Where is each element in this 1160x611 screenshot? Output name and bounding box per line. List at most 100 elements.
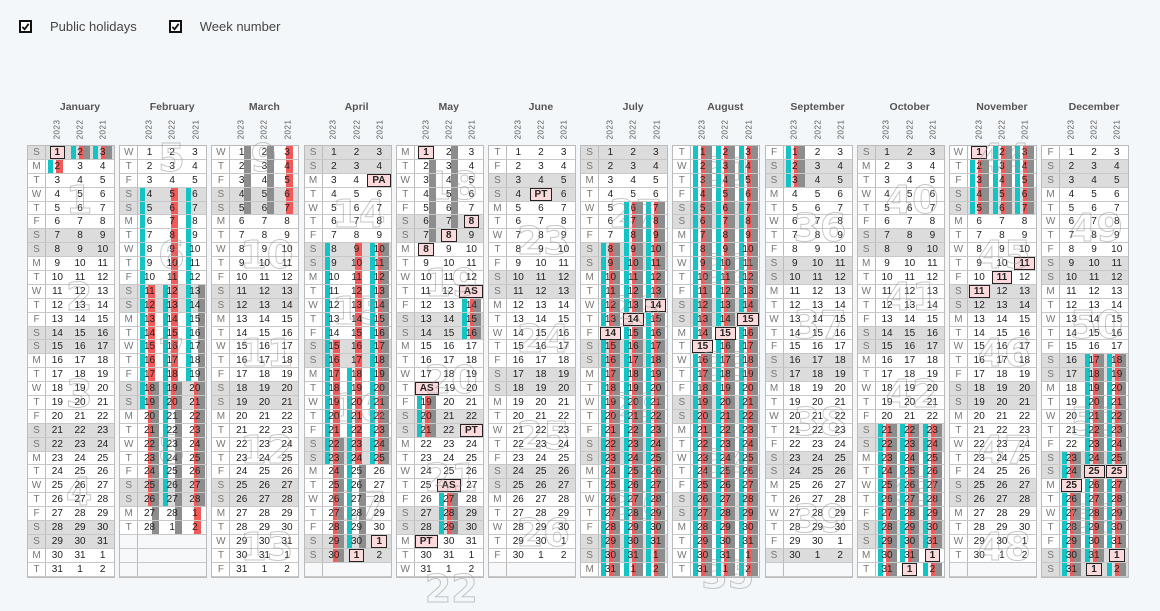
day-cell[interactable]: 20 [138, 409, 161, 423]
day-cell[interactable]: 23 [253, 438, 276, 451]
day-cell[interactable]: 20 [507, 410, 530, 423]
day-cell[interactable]: 4 [1083, 174, 1106, 187]
day-cell[interactable]: 3 [1083, 160, 1106, 173]
day-cell[interactable]: 14 [276, 299, 299, 312]
day-cell[interactable]: 5 [1083, 188, 1106, 201]
day-cell[interactable]: 6 [829, 188, 852, 201]
day-cell[interactable]: 16 [1013, 327, 1036, 340]
day-cell[interactable]: 22 [714, 423, 737, 437]
day-cell[interactable]: 6 [460, 188, 483, 201]
day-cell[interactable]: 4 [507, 188, 530, 201]
day-cell[interactable]: 19 [276, 368, 299, 381]
day-cell[interactable]: 19 [230, 396, 253, 409]
day-cell[interactable]: 21 [898, 410, 921, 423]
day-cell[interactable]: 16 [184, 326, 207, 340]
day-row[interactable]: T 14 15 16 [765, 326, 852, 341]
day-cell[interactable]: 12 [991, 285, 1014, 298]
day-cell[interactable]: 24 [921, 437, 944, 451]
day-cell[interactable]: 17 [784, 368, 807, 381]
day-cell[interactable]: 28 [1013, 493, 1036, 506]
day-cell[interactable]: 4 [806, 174, 829, 187]
day-row[interactable]: S 16 17 18 [581, 354, 668, 369]
day-cell[interactable]: 31 [599, 562, 622, 576]
day-row[interactable]: S 18 19 20 [949, 382, 1036, 397]
day-cell[interactable]: 5 [253, 187, 276, 201]
day-row[interactable]: W 15 16 17 [212, 340, 299, 355]
day-cell[interactable]: 3 [1105, 146, 1128, 159]
day-cell[interactable]: 19 [876, 396, 899, 409]
day-cell[interactable]: 22 [691, 437, 714, 451]
day-cell[interactable]: 22 [1083, 423, 1106, 437]
day-cell[interactable]: 1 [714, 562, 737, 576]
day-cell[interactable]: 14 [91, 299, 114, 312]
day-cell[interactable]: 4 [69, 174, 92, 187]
day-cell[interactable]: 23 [276, 424, 299, 437]
day-cell[interactable]: 2 [968, 159, 991, 173]
day-row[interactable]: M 9 10 11 [28, 257, 114, 272]
day-cell[interactable]: 3 [806, 160, 829, 173]
day-cell[interactable]: 2 [415, 159, 438, 173]
day-cell[interactable]: 17 [921, 340, 944, 353]
day-cell[interactable]: 10 [829, 243, 852, 256]
day-cell[interactable]: 31 [276, 535, 299, 548]
day-cell[interactable]: 5 [1060, 202, 1083, 215]
day-cell[interactable]: 24 [230, 465, 253, 478]
day-cell[interactable]: 19 [46, 396, 69, 409]
day-cell[interactable]: 27 [1013, 479, 1036, 492]
day-cell[interactable]: 1 [253, 563, 276, 576]
day-cell[interactable]: 20 [437, 396, 460, 409]
day-cell[interactable]: 16 [138, 354, 161, 368]
day-cell[interactable]: 11 [437, 271, 460, 284]
day-row[interactable]: S 8 9 10 [857, 243, 944, 258]
day-cell[interactable]: 22 [437, 424, 460, 437]
public-holiday-cell[interactable]: AS [436, 479, 461, 493]
day-cell[interactable]: 13 [69, 299, 92, 312]
day-cell[interactable]: 3 [46, 174, 69, 187]
day-cell[interactable]: 25 [714, 465, 737, 479]
day-row[interactable]: F 15 16 17 [1042, 340, 1129, 355]
day-row[interactable]: W 15 16 17 [120, 340, 207, 355]
day-cell[interactable]: 7 [806, 215, 829, 228]
day-cell[interactable]: 27 [898, 493, 921, 507]
day-row[interactable]: S 24 25 26 [765, 465, 852, 480]
day-row[interactable]: F 21 22 23 [304, 423, 391, 438]
day-cell[interactable]: 10 [345, 257, 368, 271]
day-cell[interactable]: 17 [898, 354, 921, 367]
day-cell[interactable]: 30 [1105, 521, 1128, 534]
day-cell[interactable]: 1 [1060, 146, 1083, 159]
day-cell[interactable]: 15 [437, 327, 460, 340]
day-cell[interactable]: 16 [806, 340, 829, 353]
day-row[interactable]: F 30 1 2 [488, 548, 575, 563]
day-cell[interactable]: 9 [599, 257, 622, 271]
day-cell[interactable]: 20 [323, 409, 346, 423]
day-row[interactable]: S 17 18 19 [488, 368, 575, 383]
day-cell[interactable]: 28 [184, 493, 207, 507]
day-cell[interactable]: 15 [876, 340, 899, 353]
day-cell[interactable]: 5 [507, 202, 530, 215]
day-cell[interactable]: 6 [91, 188, 114, 201]
day-cell[interactable]: 17 [368, 340, 391, 354]
day-cell[interactable]: 13 [898, 299, 921, 312]
day-cell[interactable]: 20 [1105, 382, 1128, 396]
day-row[interactable]: S 25 26 27 [949, 479, 1036, 494]
day-cell[interactable]: 26 [460, 465, 483, 478]
day-cell[interactable]: 26 [691, 493, 714, 507]
day-cell[interactable]: 30 [829, 521, 852, 534]
day-cell[interactable]: 29 [253, 521, 276, 534]
day-cell[interactable]: 20 [737, 382, 760, 396]
day-row[interactable]: M 21 22 23 [673, 423, 760, 438]
day-cell[interactable]: 2 [921, 562, 944, 576]
day-cell[interactable]: 10 [138, 271, 161, 284]
day-row[interactable]: T 19 20 21 [857, 396, 944, 410]
day-cell[interactable]: 10 [1060, 271, 1083, 284]
day-cell[interactable]: 5 [714, 187, 737, 201]
day-cell[interactable]: 7 [644, 201, 667, 215]
day-cell[interactable]: 9 [552, 229, 575, 242]
day-cell[interactable]: 26 [507, 493, 530, 506]
